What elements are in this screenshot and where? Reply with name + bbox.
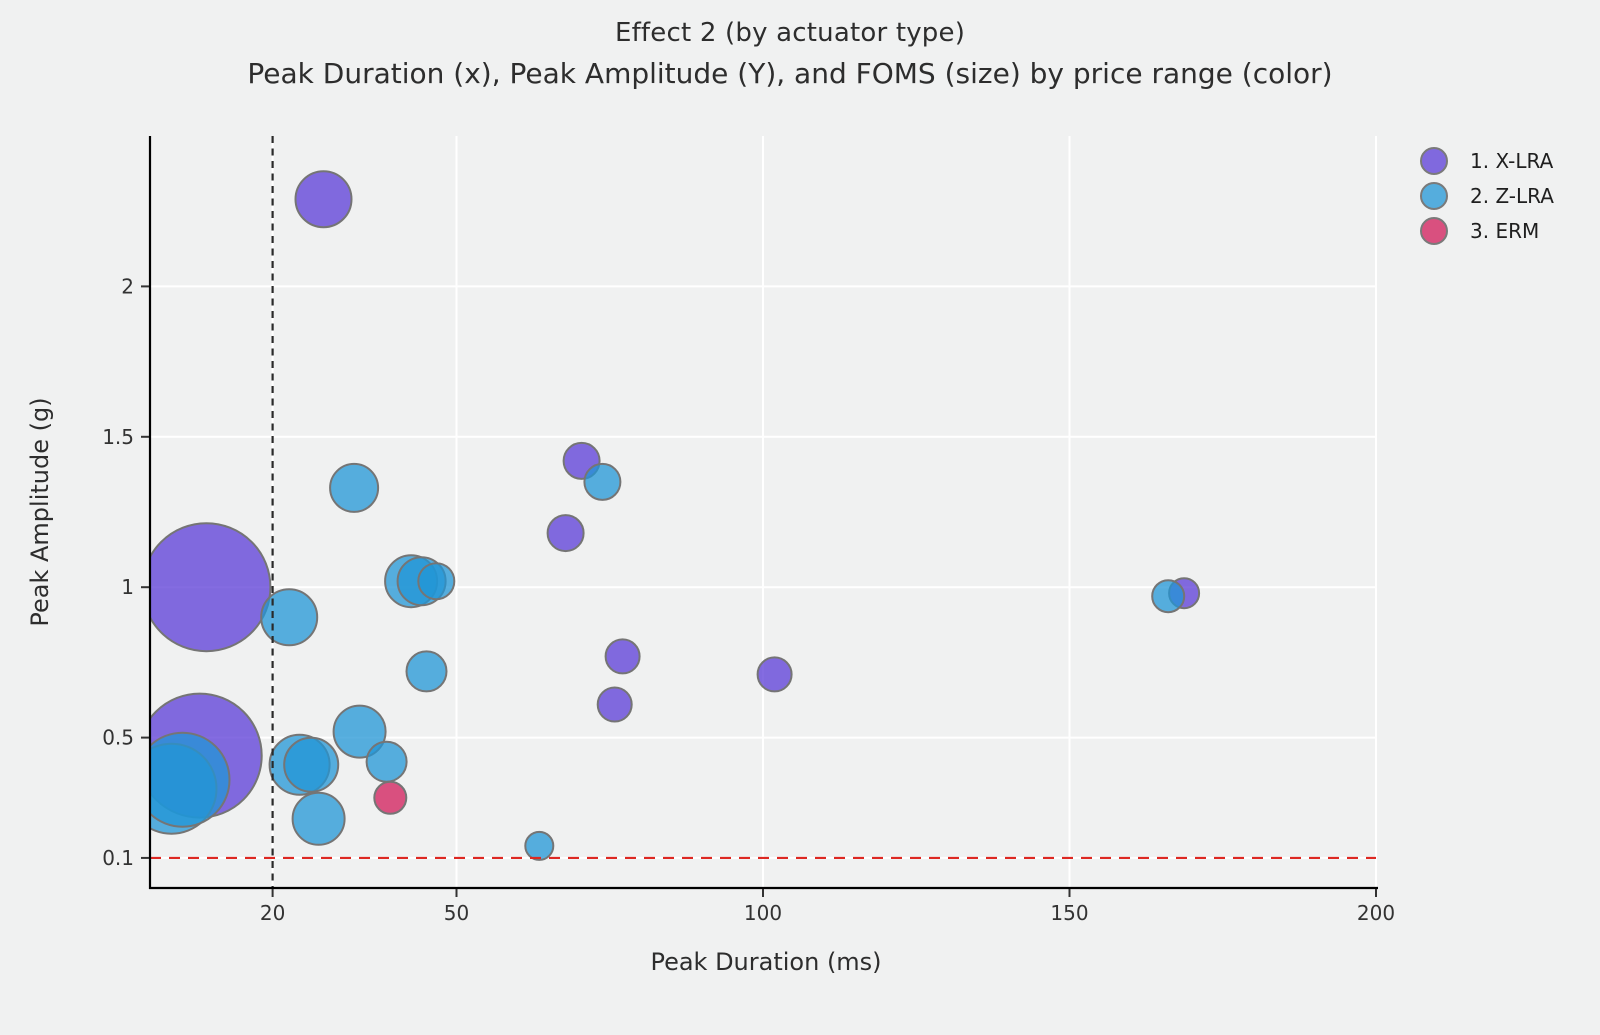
bubble: [260, 588, 319, 647]
x-tick-label: 150: [1050, 901, 1088, 925]
legend-item: 2. Z-LRA: [1420, 182, 1554, 210]
y-axis-title: Peak Amplitude (g): [26, 397, 54, 627]
legend-item: 1. X-LRA: [1420, 147, 1554, 175]
legend-key-circle: [1420, 217, 1448, 245]
legend-key-circle: [1420, 182, 1448, 210]
bubble: [294, 170, 353, 229]
legend-key-circle: [1420, 147, 1448, 175]
y-tick-label: 1.5: [102, 425, 134, 449]
y-tick-label: 2: [121, 274, 134, 298]
bubble: [405, 650, 448, 693]
bubble: [329, 462, 380, 513]
x-tick-label: 100: [744, 901, 782, 925]
bubble: [283, 736, 340, 793]
chart-title: Effect 2 (by actuator type): [614, 18, 966, 48]
bubble-layer: [150, 170, 1201, 861]
bubble: [417, 562, 456, 601]
bubble: [150, 522, 272, 653]
y-tick-label: 0.1: [102, 846, 134, 870]
y-tick-label: 1: [121, 575, 134, 599]
x-tick-label: 50: [444, 901, 469, 925]
bubble: [524, 830, 555, 861]
legend-label: 2. Z-LRA: [1470, 184, 1554, 208]
bubble: [756, 656, 793, 693]
x-tick-label: 200: [1357, 901, 1395, 925]
bubble: [596, 686, 633, 723]
bubble: [1151, 579, 1186, 614]
legend-label: 3. ERM: [1470, 219, 1540, 243]
bubble: [373, 780, 408, 815]
legend: 1. X-LRA 2. Z-LRA 3. ERM: [1420, 147, 1554, 245]
bubble: [150, 731, 231, 828]
bubble: [546, 514, 585, 553]
legend-item: 3. ERM: [1420, 217, 1554, 245]
bubble: [332, 704, 387, 759]
x-axis-title: Peak Duration (ms): [650, 948, 882, 976]
bubble: [291, 791, 346, 846]
y-tick-label: 0.5: [102, 726, 134, 750]
legend-label: 1. X-LRA: [1470, 149, 1554, 173]
bubble: [604, 638, 641, 675]
bubble: [583, 462, 622, 501]
chart-subtitle: Peak Duration (x), Peak Amplitude (Y), a…: [247, 57, 1333, 90]
x-tick-label: 20: [260, 901, 285, 925]
bubble: [365, 740, 408, 783]
